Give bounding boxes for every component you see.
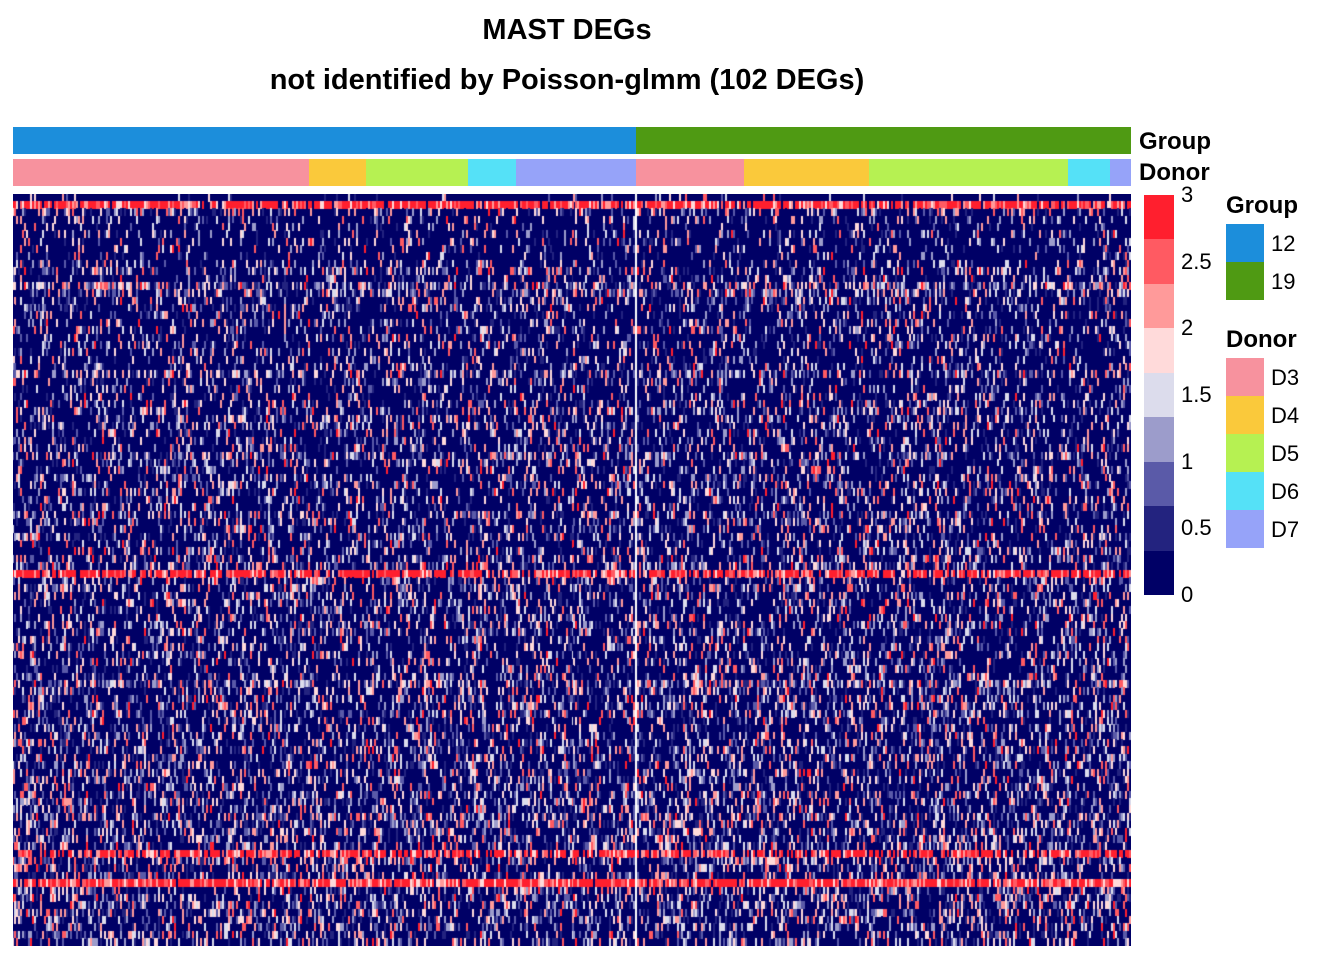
color-key-tick-label: 0.5 bbox=[1181, 515, 1212, 541]
donor-legend-swatch bbox=[1226, 358, 1264, 396]
color-key-cell bbox=[1144, 417, 1174, 463]
donor-segment-d5 bbox=[869, 159, 1069, 186]
color-key-cell bbox=[1144, 195, 1174, 240]
donor-segment-d7 bbox=[1109, 159, 1131, 186]
donor-segment-d5 bbox=[366, 159, 469, 186]
donor-legend-title: Donor bbox=[1226, 326, 1297, 353]
color-key-cell bbox=[1144, 283, 1174, 329]
color-key-cell bbox=[1144, 461, 1174, 507]
group-legend-swatch bbox=[1226, 224, 1264, 262]
donor-annotation-label: Donor bbox=[1139, 159, 1210, 186]
chart-subtitle: not identified by Poisson-glmm (102 DEGs… bbox=[269, 64, 865, 96]
donor-legend-label: D3 bbox=[1271, 365, 1300, 390]
color-key-tick-label: 1 bbox=[1181, 448, 1194, 474]
group-segment-19 bbox=[635, 127, 1131, 154]
chart-title: MAST DEGs bbox=[482, 14, 652, 46]
donor-annotation-bar bbox=[13, 159, 1131, 186]
donor-legend-swatch bbox=[1226, 510, 1264, 548]
color-key-cell bbox=[1144, 372, 1174, 418]
color-key-tick-label: 3 bbox=[1181, 182, 1194, 207]
donor-legend-swatch bbox=[1226, 434, 1264, 472]
donor-legend-item: D5 bbox=[1226, 434, 1336, 472]
donor-legend-swatch bbox=[1226, 396, 1264, 434]
color-key-tick-label: 2 bbox=[1181, 315, 1194, 341]
color-key bbox=[1144, 195, 1174, 596]
donor-segment-d6 bbox=[1068, 159, 1110, 186]
donor-legend-swatch bbox=[1226, 472, 1264, 510]
color-key-tick-label: 0 bbox=[1181, 582, 1194, 607]
donor-segment-d6 bbox=[468, 159, 517, 186]
donor-legend-label: D7 bbox=[1271, 517, 1300, 542]
donor-legend-item: D6 bbox=[1226, 472, 1336, 510]
color-key-cell bbox=[1144, 550, 1174, 596]
group-segment-12 bbox=[13, 127, 636, 154]
donor-segment-d3 bbox=[13, 159, 310, 186]
color-key-cell bbox=[1144, 506, 1174, 552]
donor-segment-d4 bbox=[309, 159, 367, 186]
group-legend-label: 12 bbox=[1271, 231, 1296, 256]
donor-legend-item: D7 bbox=[1226, 510, 1336, 548]
donor-legend-item: D4 bbox=[1226, 396, 1336, 434]
donor-legend-item: D3 bbox=[1226, 358, 1336, 396]
group-annotation-bar bbox=[13, 127, 1131, 154]
donor-legend-label: D4 bbox=[1271, 403, 1300, 428]
group-legend-item: 19 bbox=[1226, 262, 1336, 300]
color-key-tick-label: 1.5 bbox=[1181, 382, 1212, 407]
donor-segment-d7 bbox=[516, 159, 636, 186]
group-annotation-label: Group bbox=[1139, 128, 1211, 155]
color-key-cell bbox=[1144, 239, 1174, 285]
donor-legend-label: D6 bbox=[1271, 479, 1300, 504]
group-legend-item: 12 bbox=[1226, 224, 1336, 262]
donor-segment-d4 bbox=[744, 159, 870, 186]
donor-legend-label: D5 bbox=[1271, 441, 1300, 466]
group-legend-swatch bbox=[1226, 262, 1264, 300]
expression-heatmap bbox=[13, 194, 1131, 946]
color-key-tick-label: 2.5 bbox=[1181, 248, 1212, 274]
group-legend-label: 19 bbox=[1271, 269, 1296, 294]
group-legend-title: Group bbox=[1226, 192, 1298, 219]
color-key-cell bbox=[1144, 328, 1174, 374]
donor-segment-d3 bbox=[635, 159, 745, 186]
